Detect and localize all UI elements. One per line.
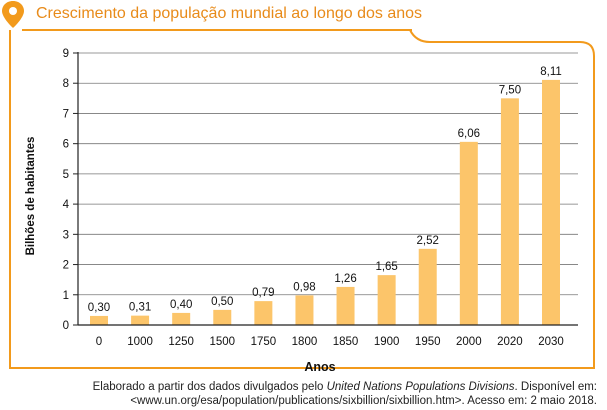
x-tick-label: 1500 — [209, 336, 235, 348]
bar — [172, 312, 191, 325]
source-line-2: <www.un.org/esa/population/publications/… — [130, 395, 597, 407]
source-suffix: . Disponível em: — [514, 381, 597, 393]
bar — [542, 79, 560, 325]
bar-value-label: 0,40 — [170, 299, 192, 311]
x-tick-label: 1950 — [415, 336, 441, 348]
bar — [90, 315, 108, 325]
bar-value-label: 7,50 — [499, 84, 521, 96]
x-tick-label: 1800 — [292, 336, 318, 348]
x-tick-label: 2030 — [538, 336, 564, 348]
y-tick-label: 0 — [63, 320, 69, 332]
y-tick-label: 1 — [63, 290, 69, 302]
bars — [90, 79, 560, 325]
source-organization: United Nations Populations Divisions — [326, 381, 515, 393]
bar-value-label: 0,98 — [293, 281, 315, 293]
x-tick-label: 2000 — [456, 336, 482, 348]
bar — [213, 309, 232, 325]
bar — [295, 295, 314, 325]
y-tick-label: 3 — [63, 229, 69, 241]
source-line-1: Elaborado a partir dos dados divulgados … — [37, 380, 597, 394]
bar — [459, 141, 478, 325]
y-axis-label: Bilhões de habitantes — [25, 137, 37, 256]
chart-title: Crescimento da população mundial ao long… — [36, 5, 423, 22]
x-tick-label: 1850 — [333, 336, 359, 348]
bar-value-label: 8,11 — [540, 66, 562, 78]
x-tick-label: 1750 — [251, 336, 277, 348]
bar — [336, 286, 355, 325]
grid-lines — [78, 52, 578, 296]
x-tick-label: 2020 — [497, 336, 523, 348]
bar-chart: 0 1 2 3 4 5 6 7 8 9 0,30 0 0,31 1000 0,40 1250 0,50 1500 0… — [25, 48, 578, 374]
y-tick-label: 2 — [63, 260, 69, 272]
x-tick-label: 1000 — [127, 336, 153, 348]
source-note: Elaborado a partir dos dados divulgados … — [37, 380, 597, 408]
labels: 0 1 2 3 4 5 6 7 8 9 0,30 0 0,31 1000 0,40 1250 0,50 1500 0… — [63, 48, 564, 348]
bar-value-label: 1,65 — [375, 261, 397, 273]
chart-frame — [2, 1, 595, 369]
bar — [254, 301, 273, 325]
bar — [377, 275, 396, 325]
y-tick-label: 8 — [63, 78, 69, 90]
bar — [500, 98, 519, 325]
x-tick-label: 1900 — [374, 336, 400, 348]
axes — [73, 52, 578, 326]
bar-value-label: 0,30 — [88, 302, 110, 314]
y-tick-label: 6 — [63, 139, 69, 151]
frame-border — [9, 29, 595, 369]
bar-value-label: 2,52 — [417, 235, 439, 247]
bar-value-label: 0,79 — [252, 287, 274, 299]
source-prefix: Elaborado a partir dos dados divulgados … — [92, 381, 327, 393]
location-pin-icon — [2, 1, 24, 28]
bar — [131, 315, 150, 325]
bar-value-label: 0,50 — [211, 296, 233, 308]
bar-value-label: 1,26 — [334, 273, 356, 285]
y-tick-label: 5 — [63, 169, 69, 181]
y-tick-label: 9 — [63, 48, 69, 60]
y-tick-label: 4 — [63, 199, 70, 211]
x-axis-label: Anos — [304, 360, 335, 374]
x-tick-label: 1250 — [168, 336, 194, 348]
bar — [418, 248, 437, 325]
bar-value-label: 6,06 — [458, 128, 480, 140]
y-tick-label: 7 — [63, 108, 69, 120]
x-tick-label: 0 — [96, 336, 102, 348]
bar-value-label: 0,31 — [129, 302, 151, 314]
